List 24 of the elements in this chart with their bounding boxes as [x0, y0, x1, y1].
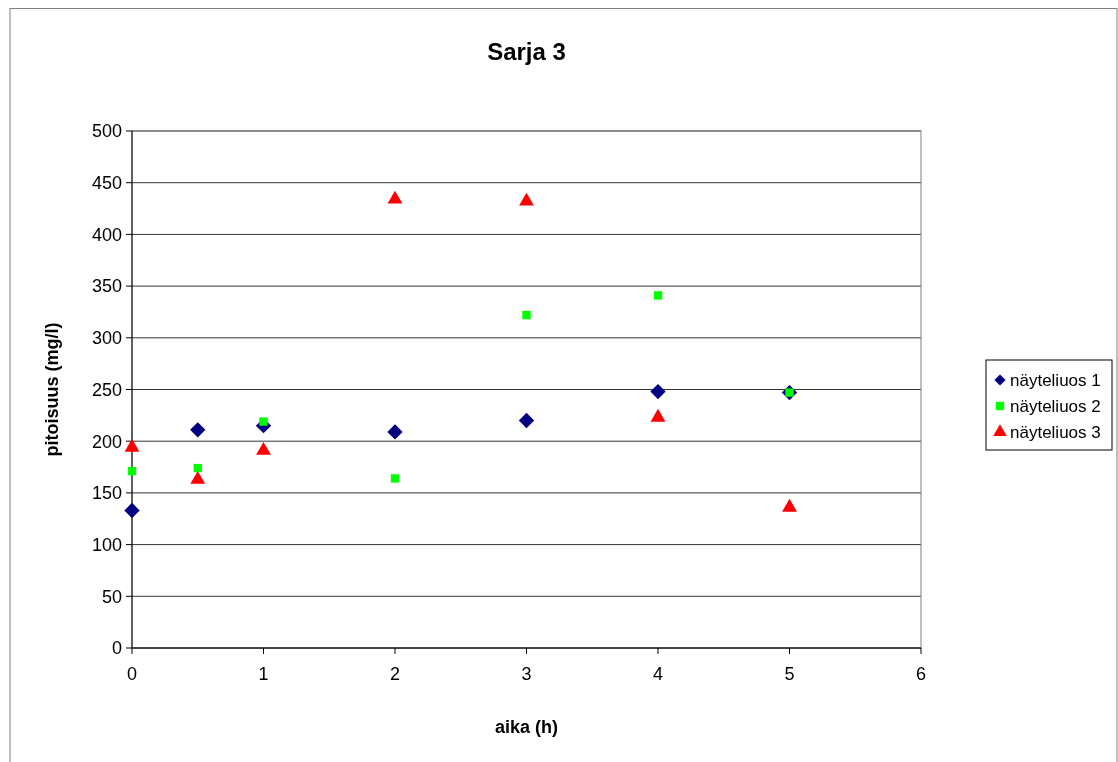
x-axis-title: aika (h): [494, 717, 559, 737]
y-tick-label: 200: [91, 431, 122, 452]
y-tick-label: 350: [91, 276, 122, 297]
legend-label: näyteliuos 2: [1010, 396, 1101, 416]
chart-title: Sarja 3: [487, 38, 566, 65]
x-tick-label: 6: [915, 664, 927, 684]
y-tick-label: 400: [91, 224, 122, 245]
y-tick-label: 250: [91, 379, 122, 400]
y-tick-label: 0: [111, 638, 122, 659]
legend-label: näyteliuos 3: [1010, 422, 1101, 442]
x-tick-label: 3: [521, 664, 532, 684]
y-tick-label: 150: [91, 483, 122, 504]
x-tick-label: 0: [126, 664, 138, 684]
x-tick-label: 5: [784, 664, 795, 684]
y-tick-label: 300: [91, 328, 122, 349]
y-axis-title: pitoisuus (mg/l): [42, 322, 62, 457]
x-tick-label: 2: [389, 664, 401, 684]
x-tick-label: 4: [652, 664, 664, 684]
legend-label: näyteliuos 1: [1010, 370, 1101, 390]
y-tick-label: 500: [91, 121, 122, 142]
x-tick-label: 1: [258, 664, 269, 684]
y-tick-label: 100: [91, 534, 122, 555]
y-tick-label: 450: [91, 173, 122, 193]
y-tick-label: 50: [101, 586, 122, 607]
